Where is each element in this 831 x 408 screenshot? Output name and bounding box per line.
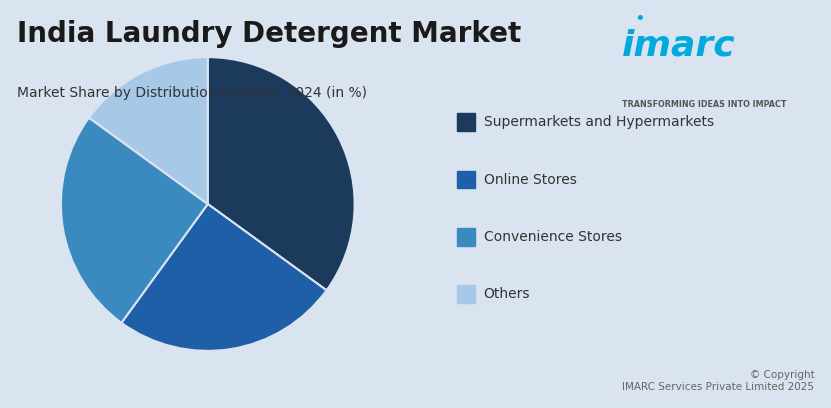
Text: Supermarkets and Hypermarkets: Supermarkets and Hypermarkets — [484, 115, 714, 129]
Text: India Laundry Detergent Market: India Laundry Detergent Market — [17, 20, 521, 49]
Text: © Copyright
IMARC Services Private Limited 2025: © Copyright IMARC Services Private Limit… — [622, 370, 814, 392]
Text: imarc: imarc — [622, 29, 735, 62]
Text: Market Share by Distribution Channel, 2024 (in %): Market Share by Distribution Channel, 20… — [17, 86, 366, 100]
Wedge shape — [61, 118, 208, 323]
Text: Convenience Stores: Convenience Stores — [484, 230, 622, 244]
Text: •: • — [634, 10, 645, 28]
Wedge shape — [208, 57, 355, 290]
Text: TRANSFORMING IDEAS INTO IMPACT: TRANSFORMING IDEAS INTO IMPACT — [622, 100, 786, 109]
Text: Online Stores: Online Stores — [484, 173, 577, 186]
Text: Others: Others — [484, 287, 530, 301]
Wedge shape — [89, 57, 208, 204]
Wedge shape — [121, 204, 327, 351]
